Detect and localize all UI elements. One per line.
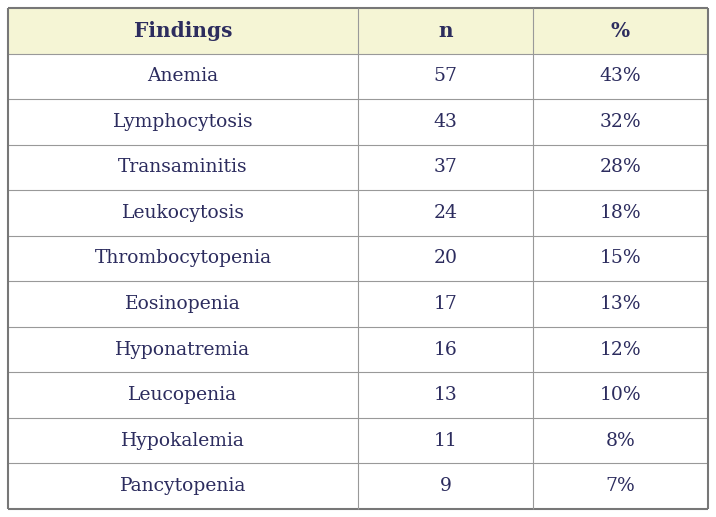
Text: %: % [611,21,630,41]
Text: 32%: 32% [600,113,642,131]
Text: Hypokalemia: Hypokalemia [121,432,245,450]
Text: Eosinopenia: Eosinopenia [125,295,241,313]
Bar [533,327,708,372]
Bar [358,99,533,145]
Text: Anemia: Anemia [147,67,218,85]
Bar [358,190,533,236]
Text: Leucopenia: Leucopenia [128,386,238,404]
Bar [533,418,708,463]
Bar [8,281,358,327]
Text: 43%: 43% [600,67,642,85]
Text: Transaminitis: Transaminitis [118,158,248,176]
Text: Hyponatremia: Hyponatremia [115,341,251,359]
Bar [358,327,533,372]
Text: 18%: 18% [600,204,642,222]
Bar [533,372,708,418]
Text: Lymphocytosis: Lymphocytosis [112,113,253,131]
Text: 7%: 7% [606,477,635,495]
Text: Pancytopenia: Pancytopenia [120,477,246,495]
Text: 24: 24 [433,204,458,222]
Bar [358,54,533,99]
Bar [533,145,708,190]
Bar [358,236,533,281]
Text: 17: 17 [434,295,458,313]
Text: Thrombocytopenia: Thrombocytopenia [95,250,271,267]
Text: 9: 9 [440,477,451,495]
Text: n: n [438,21,453,41]
Bar [358,281,533,327]
Text: 57: 57 [433,67,458,85]
Bar [533,54,708,99]
Text: 11: 11 [434,432,458,450]
Bar [533,190,708,236]
Bar [8,463,358,509]
Text: Findings: Findings [134,21,232,41]
Bar [533,236,708,281]
Bar [533,99,708,145]
Text: Leukocytosis: Leukocytosis [122,204,244,222]
Text: 28%: 28% [599,158,642,176]
Text: 8%: 8% [606,432,635,450]
Text: 13: 13 [434,386,458,404]
Text: 16: 16 [434,341,458,359]
Bar [533,281,708,327]
Bar [358,463,533,509]
Text: 13%: 13% [600,295,642,313]
Bar [8,8,708,54]
Bar [8,327,358,372]
Bar [8,190,358,236]
Bar [358,372,533,418]
Text: 43: 43 [434,113,458,131]
Bar [358,145,533,190]
Bar [8,99,358,145]
Bar [8,236,358,281]
Text: 20: 20 [433,250,458,267]
Bar [8,54,358,99]
Text: 37: 37 [434,158,458,176]
Text: 15%: 15% [600,250,642,267]
Bar [8,418,358,463]
Text: 10%: 10% [600,386,642,404]
Bar [8,372,358,418]
Bar [8,145,358,190]
Bar [533,463,708,509]
Bar [358,418,533,463]
Text: 12%: 12% [600,341,642,359]
